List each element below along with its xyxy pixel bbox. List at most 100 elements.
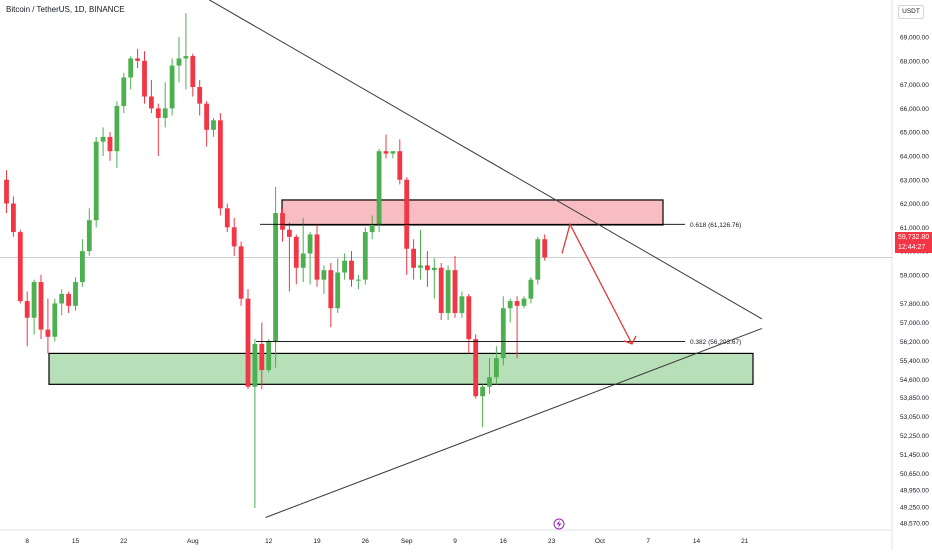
x-tick-label: 12 xyxy=(265,538,273,545)
fib-level-label: 0.618 (61,126.76) xyxy=(690,222,741,229)
x-tick-label: 23 xyxy=(548,538,556,545)
y-tick-label: 53,850.00 xyxy=(900,395,929,402)
candle-body xyxy=(273,213,278,342)
y-tick-label: 49,250.00 xyxy=(900,504,929,511)
candle-body xyxy=(480,386,485,397)
candle-body xyxy=(280,213,285,230)
x-tick-label: 14 xyxy=(693,538,701,545)
candle-body xyxy=(24,301,30,318)
fib-level-label: 0.382 (56,203.67) xyxy=(690,339,741,346)
candle-body xyxy=(176,58,182,66)
y-tick-label: 49,950.00 xyxy=(900,488,929,495)
candle-body xyxy=(73,282,78,306)
projection-arrow xyxy=(561,222,633,345)
y-tick-label: 53,050.00 xyxy=(900,414,929,421)
x-tick-label: 21 xyxy=(741,538,749,545)
candle-body xyxy=(121,77,127,107)
lightning-icon-bolt xyxy=(556,520,562,528)
candle-body xyxy=(107,136,113,152)
y-tick-label: 51,450.00 xyxy=(900,452,929,459)
candle-body xyxy=(287,229,292,237)
candle-body xyxy=(204,103,209,130)
y-tick-label: 59,000.00 xyxy=(900,272,929,279)
candle-body xyxy=(328,270,334,309)
y-tick-label: 55,400.00 xyxy=(900,358,929,365)
candle-body xyxy=(4,179,9,204)
candle-body xyxy=(11,203,16,233)
candle-body xyxy=(369,224,375,233)
candle-body xyxy=(238,246,244,299)
candle-body xyxy=(66,293,71,306)
candle-body xyxy=(252,343,258,387)
lightning-icon-ring xyxy=(553,518,565,530)
last-price-value: 59,732.80 xyxy=(898,234,930,241)
y-tick-label: 56,200.00 xyxy=(900,339,929,346)
candle-body xyxy=(169,65,175,109)
candle-body xyxy=(356,279,361,281)
candle-body xyxy=(128,58,134,78)
support-zone xyxy=(48,352,754,385)
symbol-title[interactable]: Bitcoin / TetherUS, 1D, BINANCE xyxy=(6,5,125,14)
candle-body xyxy=(383,151,389,154)
projection-arrowhead xyxy=(623,335,637,345)
candle-body xyxy=(321,270,327,280)
y-tick-label: 67,000.00 xyxy=(900,82,929,89)
candle-body xyxy=(362,232,368,280)
axes-layer xyxy=(0,0,893,550)
candle-body xyxy=(259,343,265,371)
candle-body xyxy=(425,265,430,271)
candle-body xyxy=(100,136,106,142)
x-tick-label: 19 xyxy=(313,538,321,545)
candle-body xyxy=(266,341,272,371)
candle-body xyxy=(500,308,506,359)
candle-body xyxy=(473,339,479,397)
y-tick-label: 68,000.00 xyxy=(900,58,929,65)
candle-body xyxy=(342,260,347,273)
y-tick-label: 64,000.00 xyxy=(900,153,929,160)
candle-body xyxy=(452,270,458,313)
candles-layer xyxy=(4,13,548,509)
candle-body xyxy=(190,56,196,87)
candle-body xyxy=(17,232,23,302)
y-tick-label: 65,000.00 xyxy=(900,130,929,137)
candle-body xyxy=(418,265,423,268)
candle-body xyxy=(521,298,527,306)
x-tick-label: 15 xyxy=(72,538,80,545)
y-tick-label: 62,000.00 xyxy=(900,201,929,208)
candle-body xyxy=(494,358,499,378)
triangle-lower-trendline xyxy=(265,327,763,518)
last-price-badge: 59,732.80 12:44:27 xyxy=(895,232,932,253)
candle-body xyxy=(397,151,403,180)
candle-body xyxy=(404,179,410,249)
candle-body xyxy=(197,86,203,104)
resistance-zone xyxy=(281,199,664,226)
candle-body xyxy=(231,227,237,247)
candle-body xyxy=(135,58,140,61)
candle-body xyxy=(445,270,451,313)
candle-body xyxy=(93,141,99,221)
y-tick-label: 54,600.00 xyxy=(900,377,929,384)
candle-body xyxy=(162,108,168,118)
candle-body xyxy=(349,260,354,280)
candle-body xyxy=(80,251,85,283)
y-tick-label: 52,250.00 xyxy=(900,433,929,440)
candle-body xyxy=(335,272,341,309)
lightning-icon xyxy=(553,518,565,530)
candle-body xyxy=(114,106,120,152)
y-tick-label: 63,000.00 xyxy=(900,177,929,184)
triangle-upper-trendline xyxy=(208,0,763,320)
candle-body xyxy=(86,220,92,252)
candle-body xyxy=(224,208,230,228)
x-tick-label: Aug xyxy=(187,538,199,545)
candle-body xyxy=(245,298,251,387)
candle-body xyxy=(411,248,416,268)
x-tick-label: 8 xyxy=(25,538,29,545)
candle-body xyxy=(52,303,58,337)
currency-badge[interactable]: USDT xyxy=(898,5,924,19)
bar-countdown: 12:44:27 xyxy=(898,244,926,251)
candle-body xyxy=(514,301,520,306)
candle-body xyxy=(45,329,51,337)
x-tick-label: Oct xyxy=(595,538,605,545)
